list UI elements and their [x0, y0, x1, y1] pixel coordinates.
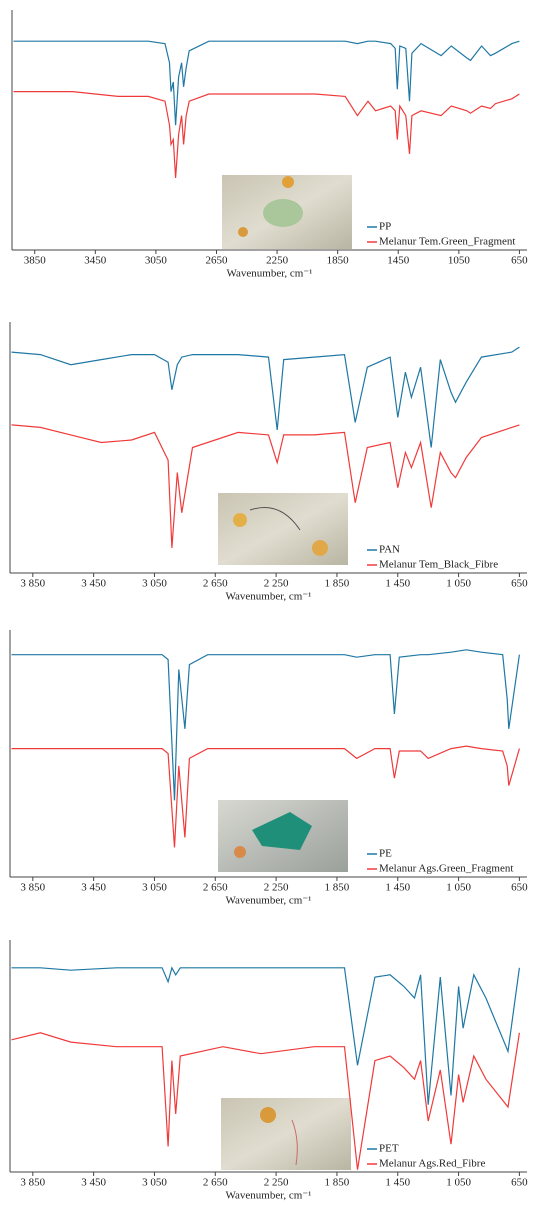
x-tick-label: 3 050 [142, 1177, 167, 1189]
legend-label: PET [379, 1143, 399, 1155]
x-tick-label: 3450 [84, 255, 107, 267]
legend-label: Melanur Tem_Black_Fibre [379, 559, 498, 571]
x-tick-label: 1 850 [325, 1177, 350, 1189]
x-tick-label: 2 650 [203, 578, 228, 590]
x-tick-label: 3050 [145, 255, 168, 267]
x-tick-label: 1850 [327, 255, 350, 267]
x-tick-label: 650 [511, 1177, 528, 1189]
x-tick-label: 1 850 [325, 882, 350, 894]
x-axis-label: Wavenumber, cm⁻¹ [226, 895, 312, 907]
spectrum-line [11, 346, 520, 448]
x-tick-label: 650 [511, 255, 528, 267]
sample-photo [222, 175, 352, 249]
x-tick-label: 1 450 [385, 1177, 410, 1189]
sample-photo [218, 800, 348, 872]
x-tick-label: 2250 [266, 255, 289, 267]
legend-label: PP [379, 221, 391, 233]
x-tick-label: 3 450 [81, 882, 106, 894]
spectrum-line [11, 1032, 520, 1170]
x-tick-label: 2 650 [203, 882, 228, 894]
x-axis-label: Wavenumber, cm⁻¹ [227, 268, 313, 280]
x-tick-label: 1 850 [325, 578, 350, 590]
x-axis-label: Wavenumber, cm⁻¹ [226, 591, 312, 603]
spectrum-line [11, 966, 520, 1105]
x-axis-label: Wavenumber, cm⁻¹ [226, 1190, 312, 1202]
x-tick-label: 3 850 [20, 882, 45, 894]
legend-label: PAN [379, 544, 400, 556]
x-tick-label: 650 [511, 882, 528, 894]
spectrum-line [13, 40, 520, 126]
x-tick-label: 2 250 [264, 882, 289, 894]
x-tick-label: 1 450 [385, 882, 410, 894]
x-tick-label: 3 450 [81, 1177, 106, 1189]
spectrum-line [11, 424, 520, 548]
legend-label: Melanur Ags.Green_Fragment [379, 863, 513, 875]
legend-label: PE [379, 848, 392, 860]
x-tick-label: 3 450 [81, 578, 106, 590]
spectrum-line [11, 649, 520, 801]
x-tick-label: 2650 [205, 255, 228, 267]
spectrum-line [11, 745, 520, 848]
x-tick-label: 1050 [448, 255, 471, 267]
x-tick-label: 2 250 [264, 578, 289, 590]
x-tick-label: 1 050 [446, 578, 471, 590]
spectrum-line [13, 91, 520, 179]
x-tick-label: 1 050 [446, 882, 471, 894]
x-tick-label: 3 050 [142, 578, 167, 590]
legend-label: Melanur Tem.Green_Fragment [379, 236, 516, 248]
x-tick-label: 2 250 [264, 1177, 289, 1189]
x-tick-label: 3 850 [20, 1177, 45, 1189]
legend-label: Melanur Ags.Red_Fibre [379, 1158, 485, 1170]
x-tick-label: 1 050 [446, 1177, 471, 1189]
x-tick-label: 650 [511, 578, 528, 590]
x-tick-label: 3850 [24, 255, 47, 267]
x-tick-label: 3 050 [142, 882, 167, 894]
x-tick-label: 1 450 [385, 578, 410, 590]
x-tick-label: 3 850 [20, 578, 45, 590]
sample-photo [218, 493, 348, 565]
x-tick-label: 1450 [387, 255, 410, 267]
x-tick-label: 2 650 [203, 1177, 228, 1189]
sample-photo [221, 1098, 351, 1170]
